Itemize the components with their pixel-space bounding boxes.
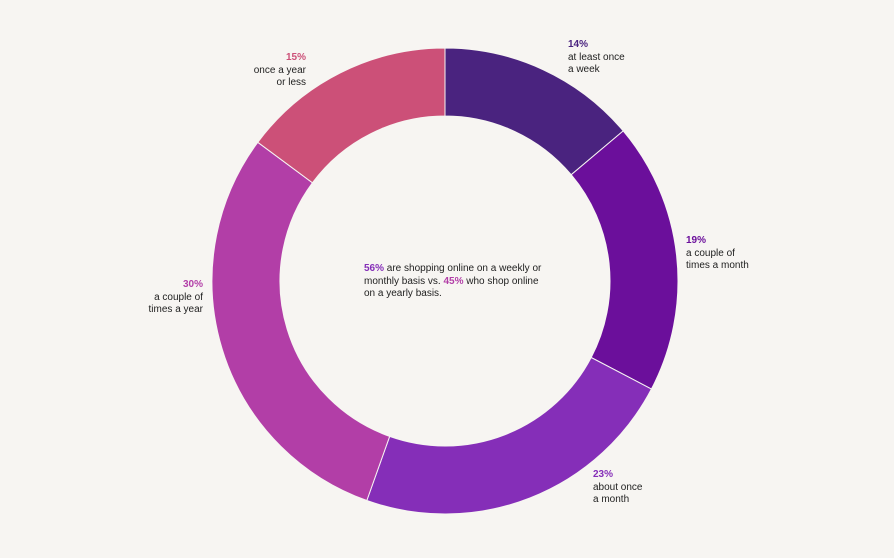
center-summary: 56% are shopping online on a weekly or m… xyxy=(364,263,549,301)
center-text-part1: are shopping online on a weekly or month… xyxy=(364,263,542,287)
slice-pct-1: 14% xyxy=(568,39,589,50)
center-pct-yearly: 45% xyxy=(443,275,464,287)
donut-slice-4 xyxy=(211,141,391,502)
slice-pct-2: 19% xyxy=(686,235,707,246)
slice-desc-2: a couple of times a month xyxy=(686,247,749,272)
slice-label-1: 14% at least once a week xyxy=(568,39,625,77)
slice-pct-3: 23% xyxy=(593,469,614,480)
center-pct-monthly: 56% xyxy=(364,263,385,274)
slice-desc-3: about once a month xyxy=(593,481,643,506)
slice-label-5: 15% once a year or less xyxy=(254,52,306,90)
slice-desc-4: a couple of times a year xyxy=(148,291,203,316)
slice-pct-4: 30% xyxy=(182,279,203,290)
slice-label-2: 19% a couple of times a month xyxy=(686,235,749,273)
slice-pct-5: 15% xyxy=(285,52,306,63)
donut-slice-2 xyxy=(570,130,679,390)
slice-desc-1: at least once a week xyxy=(568,51,625,76)
slice-label-3: 23% about once a month xyxy=(593,469,643,507)
slice-label-4: 30% a couple of times a year xyxy=(149,279,203,317)
slice-desc-5: once a year or less xyxy=(253,64,306,89)
donut-slice-5 xyxy=(257,47,446,184)
center-text-part2: who shop online on a yearly basis. xyxy=(364,275,539,300)
